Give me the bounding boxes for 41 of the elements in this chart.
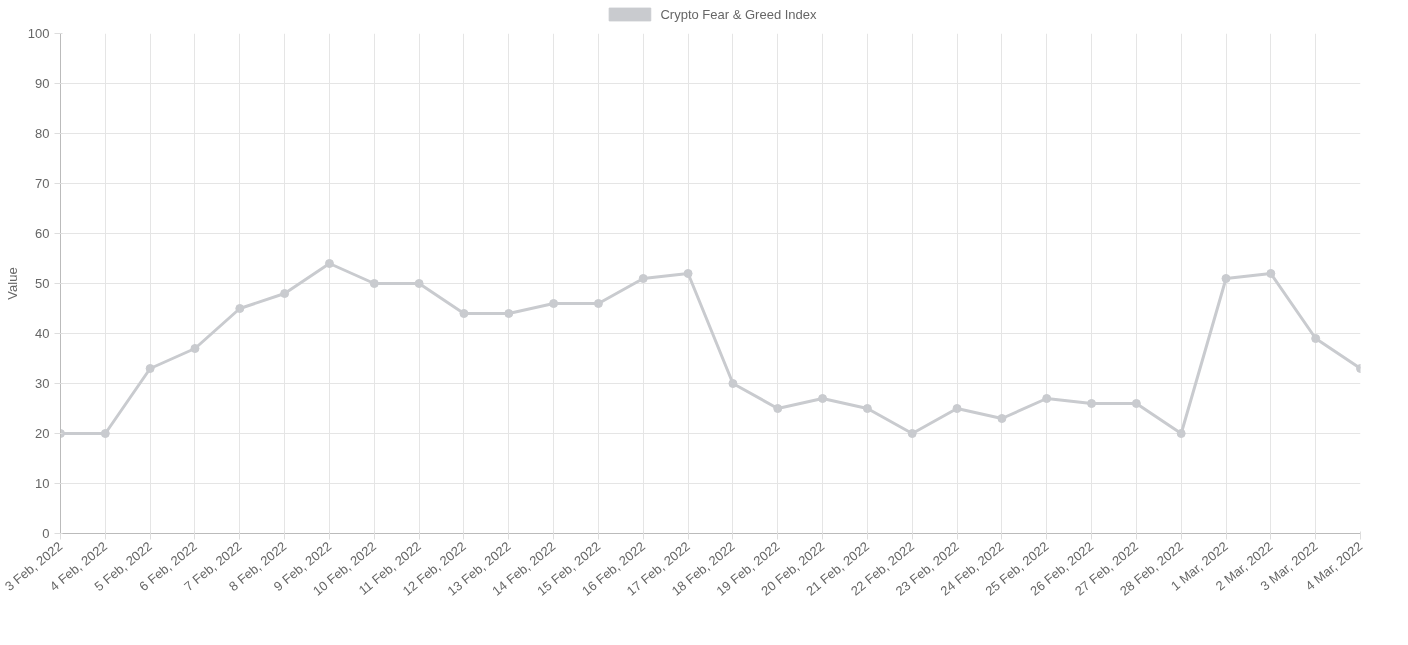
point bbox=[324, 259, 334, 268]
point bbox=[1087, 399, 1097, 408]
point bbox=[907, 429, 917, 438]
point bbox=[683, 269, 693, 278]
y-tick-label: 20 bbox=[35, 426, 50, 441]
point bbox=[235, 304, 245, 313]
point bbox=[862, 404, 872, 413]
y-tick-label: 10 bbox=[35, 476, 50, 491]
point bbox=[1131, 399, 1141, 408]
point bbox=[280, 289, 290, 298]
point bbox=[459, 309, 469, 318]
y-tick-label: 100 bbox=[27, 26, 50, 41]
y-tick-label: 60 bbox=[35, 226, 50, 241]
point bbox=[369, 279, 379, 288]
y-tick-label: 30 bbox=[35, 376, 50, 391]
point bbox=[593, 299, 603, 308]
point bbox=[1221, 274, 1231, 283]
point bbox=[1266, 269, 1276, 278]
point bbox=[728, 379, 738, 388]
point bbox=[997, 414, 1007, 423]
point bbox=[773, 404, 783, 413]
point bbox=[638, 274, 648, 283]
point bbox=[414, 279, 424, 288]
y-tick-label: 50 bbox=[35, 276, 50, 291]
y-tick-label: 0 bbox=[42, 526, 50, 541]
y-axis-title: Value bbox=[4, 267, 20, 300]
point bbox=[190, 344, 200, 353]
point bbox=[504, 309, 514, 318]
point bbox=[818, 394, 828, 403]
y-tick-label: 90 bbox=[35, 76, 50, 91]
point bbox=[145, 364, 155, 373]
point bbox=[952, 404, 962, 413]
y-tick-label: 80 bbox=[35, 126, 50, 141]
legend-label: Crypto Fear & Greed Index bbox=[660, 6, 817, 22]
point bbox=[1176, 429, 1186, 438]
point bbox=[549, 299, 559, 308]
point bbox=[1311, 334, 1321, 343]
point bbox=[100, 429, 110, 438]
y-tick-label: 40 bbox=[35, 326, 50, 341]
point bbox=[1042, 394, 1052, 403]
y-tick-label: 70 bbox=[35, 176, 50, 191]
